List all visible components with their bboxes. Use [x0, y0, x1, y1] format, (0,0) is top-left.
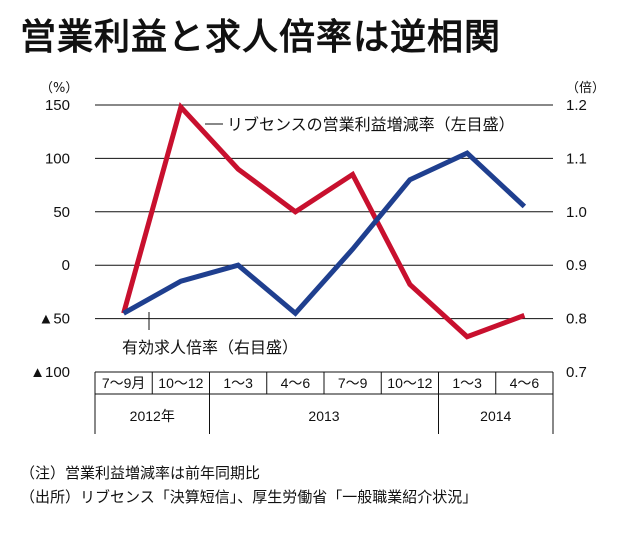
chart-title: 営業利益と求人倍率は逆相関	[20, 16, 502, 58]
left-axis-ticks: 150 100 50 0 ▲50 ▲100	[30, 97, 70, 381]
year-label: 2012年	[130, 408, 175, 424]
profit-series-label: リブセンスの営業利益増減率（左目盛）	[227, 115, 515, 134]
ratio-series-label: 有効求人倍率（右目盛）	[122, 338, 298, 357]
note-1: （注）営業利益増減率は前年同期比	[20, 464, 261, 482]
note-2: （出所）リブセンス「決算短信」、厚生労働省「一般職業紹介状況」	[20, 488, 478, 506]
right-tick-label: 1.0	[566, 204, 587, 221]
category-table: 7〜9月 10〜12 1〜3 4〜6 7〜9 10〜12 1〜3 4〜6 2012年 2013 20…	[94, 372, 554, 434]
category-label: 4〜6	[281, 375, 311, 391]
left-axis-unit: （%）	[40, 81, 78, 96]
left-tick-label: 0	[62, 257, 70, 274]
year-label: 2014	[480, 408, 511, 424]
right-tick-label: 0.9	[566, 257, 587, 274]
left-tick-label: 150	[45, 97, 70, 114]
right-axis-unit: （倍）	[566, 81, 605, 96]
profit-growth-line	[121, 102, 526, 340]
right-tick-label: 1.1	[566, 150, 587, 167]
right-axis-ticks: 1.2 1.1 1.0 0.9 0.8 0.7	[566, 97, 587, 381]
right-tick-label: 0.7	[566, 364, 587, 381]
category-label: 7〜9	[338, 375, 368, 391]
category-label: 10〜12	[387, 375, 432, 391]
left-tick-label: ▲50	[38, 311, 70, 328]
year-label: 2013	[308, 408, 339, 424]
job-ratio-line	[122, 150, 527, 317]
right-tick-label: 0.8	[566, 311, 587, 328]
series-lines	[121, 102, 527, 340]
left-tick-label: ▲100	[30, 364, 70, 381]
left-tick-label: 100	[45, 150, 70, 167]
category-label: 1〜3	[223, 375, 253, 391]
right-tick-label: 1.2	[566, 97, 587, 114]
category-label: 10〜12	[158, 375, 203, 391]
category-label: 1〜3	[452, 375, 482, 391]
category-label: 4〜6	[510, 375, 540, 391]
left-tick-label: 50	[53, 204, 70, 221]
category-label: 7〜9月	[102, 375, 146, 391]
